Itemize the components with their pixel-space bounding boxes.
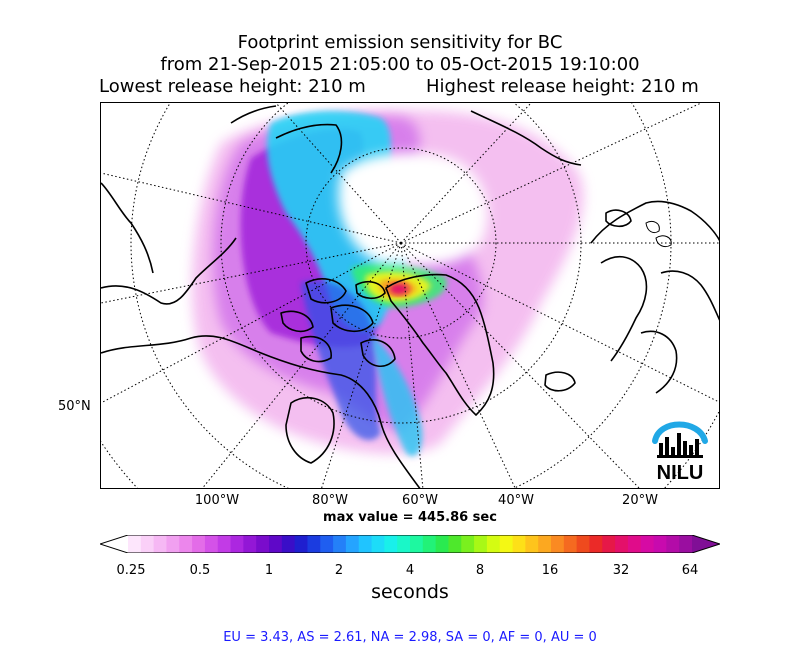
nilu-logo-skyline: [657, 433, 703, 458]
coastlines: [101, 105, 719, 488]
colorbar-cell: [474, 535, 488, 553]
field-max-red: [389, 283, 409, 295]
lowest-release-height: Lowest release height: 210 m: [99, 76, 366, 97]
colorbar-cell: [397, 535, 411, 553]
colorbar-tick-1: 1: [264, 563, 274, 578]
colorbar-cell: [179, 535, 193, 553]
title-line-2: from 21-Sep-2015 21:05:00 to 05-Oct-2015…: [160, 54, 640, 75]
colorbar-cell: [128, 535, 142, 553]
colorbar-cell: [153, 535, 167, 553]
colorbar-tick-64: 64: [681, 563, 699, 578]
max-value-label: max value = 445.86 sec: [323, 510, 497, 525]
colorbar-cell: [538, 535, 552, 553]
colorbar-cell: [269, 535, 283, 553]
colorbar-cell: [551, 535, 565, 553]
colorbar-tick-16: 16: [541, 563, 559, 578]
colorbar-cell: [358, 535, 373, 553]
colorbar-cell: [230, 535, 244, 553]
colorbar-cell: [461, 535, 475, 553]
colorbar-tick-2: 2: [334, 563, 344, 578]
colorbar-cell: [333, 535, 347, 553]
colorbar-cell: [589, 535, 603, 553]
lakes: [645, 220, 672, 248]
colorbar-cell: [627, 535, 642, 553]
colorbar-cell: [525, 535, 539, 553]
title-line-1: Footprint emission sensitivity for BC: [237, 32, 563, 53]
colorbar-cell: [384, 535, 398, 553]
nilu-logo: NILU: [652, 421, 708, 483]
colorbar-label: seconds: [371, 581, 449, 603]
colorbar-cell: [563, 535, 578, 553]
field-blue: [301, 280, 381, 441]
highest-release-height: Highest release height: 210 m: [426, 76, 699, 97]
colorbar-extend-high: [692, 535, 720, 553]
lon-label-80w: 80°W: [312, 493, 348, 508]
colorbar-cell: [640, 535, 655, 553]
colorbar-extend-low: [100, 535, 128, 553]
colorbar-tick-8: 8: [475, 563, 485, 578]
colorbar-cell: [499, 535, 514, 553]
lon-label-20w: 20°W: [622, 493, 658, 508]
colorbar-cell: [653, 535, 667, 553]
colorbar-tick-0.5: 0.5: [189, 563, 211, 578]
colorbar-cell: [512, 535, 526, 553]
colorbar-cell: [666, 535, 680, 553]
colorbar-cell: [166, 535, 180, 553]
colorbar-cell: [256, 535, 270, 553]
colorbar-cell: [615, 535, 629, 553]
colorbar-cell: [307, 535, 321, 553]
colorbar-cells: [100, 535, 720, 553]
lon-label-100w: 100°W: [194, 493, 240, 508]
footprint-map: NILU: [100, 102, 720, 489]
colorbar-cell: [435, 535, 449, 553]
lon-label-60w: 60°W: [402, 493, 438, 508]
colorbar-cell: [140, 535, 155, 553]
lat-label-50n: 50°N: [58, 399, 91, 414]
colorbar-cell: [217, 535, 232, 553]
colorbar-cell: [281, 535, 296, 553]
sensitivity-field: [192, 110, 584, 457]
nilu-logo-text: NILU: [657, 462, 704, 483]
colorbar-cell: [320, 535, 334, 553]
colorbar-cell: [448, 535, 462, 553]
colorbar-cell: [422, 535, 437, 553]
colorbar-tick-32: 32: [612, 563, 630, 578]
colorbar-cell: [371, 535, 385, 553]
colorbar-cell: [345, 535, 360, 553]
colorbar: [100, 535, 720, 553]
colorbar-tick-0.25: 0.25: [116, 563, 146, 578]
colorbar-cell: [486, 535, 501, 553]
region-summary-footer: EU = 3.43, AS = 2.61, NA = 2.98, SA = 0,…: [223, 630, 597, 645]
map-canvas: [101, 103, 719, 488]
colorbar-cell: [294, 535, 308, 553]
colorbar-cell: [410, 535, 424, 553]
colorbar-cell: [576, 535, 590, 553]
field-cyan-plume: [371, 333, 423, 457]
nilu-logo-arc: [652, 421, 708, 444]
colorbar-cell: [679, 535, 693, 553]
colorbar-cell: [243, 535, 257, 553]
colorbar-cell: [204, 535, 219, 553]
colorbar-cell: [602, 535, 616, 553]
colorbar-tick-4: 4: [405, 563, 415, 578]
lon-label-40w: 40°W: [498, 493, 534, 508]
field-low-center: [338, 153, 488, 266]
colorbar-cell: [192, 535, 206, 553]
